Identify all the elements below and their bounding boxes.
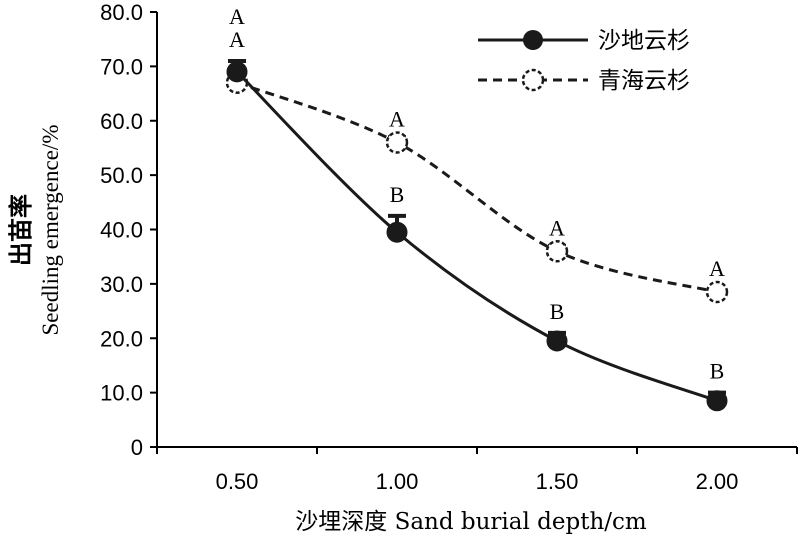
legend-label: 青海云杉 bbox=[598, 68, 690, 94]
data-point bbox=[705, 280, 729, 304]
series-solid bbox=[226, 58, 728, 412]
y-tick-label: 50.0 bbox=[100, 163, 143, 188]
legend-label: 沙地云杉 bbox=[598, 28, 690, 54]
x-tick-label: 1.50 bbox=[536, 469, 579, 494]
legend-item: 青海云杉 bbox=[478, 68, 690, 94]
legend-item: 沙地云杉 bbox=[478, 28, 690, 54]
data-point bbox=[385, 131, 409, 154]
y-axis-label: 出苗率 Seedling emergence/% bbox=[7, 125, 63, 336]
significance-letter: A bbox=[229, 4, 245, 29]
y-axis-label-zh: 出苗率 bbox=[7, 194, 35, 266]
x-tick-label: 0.50 bbox=[216, 469, 259, 494]
y-axis-label-en: Seedling emergence/% bbox=[38, 125, 63, 336]
y-tick-label: 10.0 bbox=[100, 381, 143, 406]
y-tick-label: 30.0 bbox=[100, 272, 143, 297]
significance-letter: A bbox=[709, 256, 725, 281]
legend-marker bbox=[523, 30, 543, 50]
data-point bbox=[226, 61, 248, 83]
significance-letter: B bbox=[390, 182, 405, 207]
x-tick-label: 1.00 bbox=[376, 469, 419, 494]
y-tick-label: 0 bbox=[131, 435, 143, 460]
data-point bbox=[386, 221, 408, 243]
series-line bbox=[235, 70, 718, 403]
y-tick-label: 60.0 bbox=[100, 109, 143, 134]
series-line bbox=[236, 81, 718, 294]
x-axis-label: 沙埋深度 Sand burial depth/cm bbox=[295, 509, 647, 535]
tick-labels: 0 10.0 20.0 30.0 40.0 50.0 60.0 70.0 80.0 0.50 1.0… bbox=[100, 0, 738, 494]
significance-letter: A bbox=[229, 27, 245, 52]
axes bbox=[150, 11, 798, 454]
significance-letter: A bbox=[389, 107, 405, 132]
significance-letter: A bbox=[549, 215, 565, 240]
significance-letter: B bbox=[710, 359, 725, 384]
data-point bbox=[545, 240, 569, 263]
data-point bbox=[706, 390, 728, 412]
y-tick-label: 70.0 bbox=[100, 54, 143, 79]
y-tick-label: 40.0 bbox=[100, 218, 143, 243]
series-dashed bbox=[225, 67, 729, 304]
x-tick-label: 2.00 bbox=[696, 469, 739, 494]
legend-marker bbox=[521, 68, 545, 92]
data-point bbox=[546, 330, 568, 352]
y-tick-label: 80.0 bbox=[100, 0, 143, 25]
significance-letter: B bbox=[550, 299, 565, 324]
y-tick-label: 20.0 bbox=[100, 326, 143, 351]
